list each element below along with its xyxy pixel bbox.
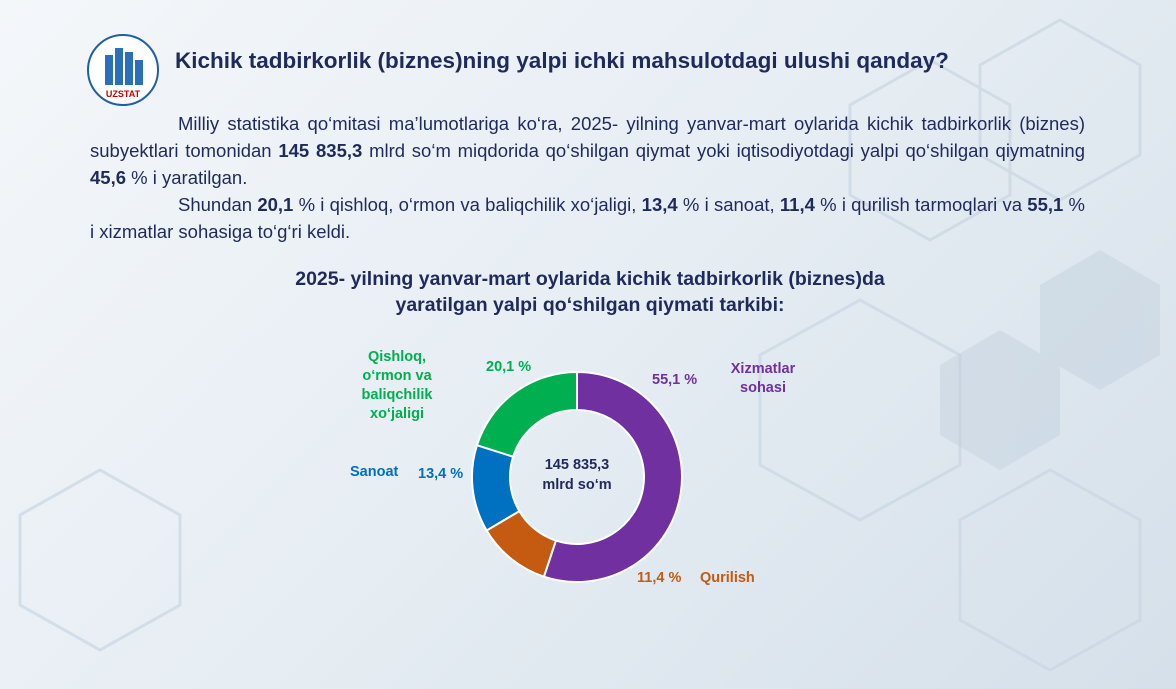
text-run: Milliy statistika qo‘mitasi ma’lumotlari…	[90, 113, 1085, 161]
text-run: % i qurilish tarmoqlari va	[814, 194, 1028, 215]
text-run: 145 835,3	[278, 140, 363, 161]
value-label: 55,1 %	[652, 372, 698, 388]
category-label: Qishloq, o‘rmon va baliqchilik xo‘jaligi	[361, 349, 433, 422]
text-run: % i yaratilgan.	[126, 167, 248, 188]
text-run: mlrd so‘m miqdorida qo‘shilgan qiymat yo…	[362, 140, 1085, 161]
value-label: 20,1 %	[486, 359, 532, 375]
text-run: 45,6	[90, 167, 127, 188]
title: Kichik tadbirkorlik (biznes)ning yalpi i…	[175, 48, 949, 73]
category-label: Sanoat	[350, 464, 399, 480]
chart-title: 2025- yilning yanvar-mart oylarida kichi…	[295, 268, 885, 290]
logo-text: UZSTAT	[106, 89, 141, 99]
donut-segment	[542, 370, 683, 583]
text-run: 55,1	[1027, 194, 1064, 215]
center-label: mlrd so‘m	[542, 477, 611, 493]
center-label: 145 835,3	[545, 457, 610, 473]
text-run: % i qishloq, o‘rmon va baliqchilik xo‘ja…	[293, 194, 642, 215]
text-run: 11,4	[779, 194, 815, 215]
category-label: Xizmatlar sohasi	[730, 361, 796, 396]
chart-title: yaratilgan yalpi qo‘shilgan qiymati tark…	[395, 294, 785, 316]
text-run: % i xizmatlar sohasiga to‘g‘ri keldi.	[90, 194, 1085, 242]
text-run: % i sanoat,	[677, 194, 780, 215]
category-label: Qurilish	[700, 570, 755, 586]
paragraphs: Milliy statistika qo‘mitasi ma’lumotlari…	[90, 110, 1085, 245]
paragraph: Shundan 20,1 % i qishloq, o‘rmon va bali…	[90, 191, 1085, 245]
text-run: 13,4	[641, 194, 678, 215]
paragraph: Milliy statistika qo‘mitasi ma’lumotlari…	[90, 110, 1085, 191]
text-run: Shundan	[178, 194, 258, 215]
text-run: 20,1	[257, 194, 294, 215]
value-label: 11,4 %	[637, 570, 682, 586]
value-label: 13,4 %	[418, 466, 464, 482]
donut-segment	[475, 370, 578, 458]
